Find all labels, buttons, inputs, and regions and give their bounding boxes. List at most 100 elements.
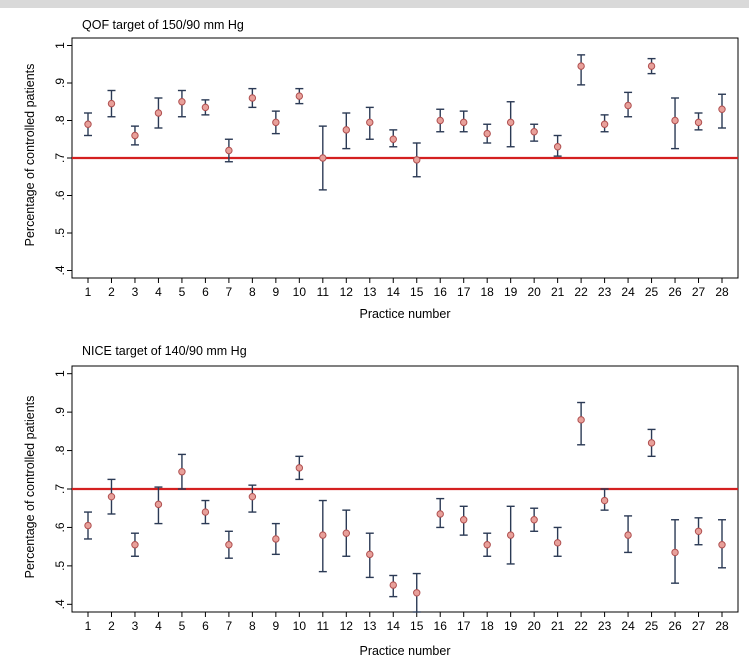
x-tick-label: 2 [108,285,115,299]
x-tick-label: 5 [179,285,186,299]
y-tick-label: .8 [53,445,67,455]
data-point [413,589,421,597]
data-point [483,541,491,549]
y-tick-label: .6 [53,190,67,200]
x-tick-label: 13 [363,285,377,299]
data-point [272,118,280,127]
x-tick-label: 22 [574,285,588,299]
data-point [694,118,703,127]
x-tick-label: 27 [692,619,706,633]
data-point [460,516,468,524]
data-point [624,101,632,110]
x-tick-label: 19 [504,285,518,299]
x-tick-label: 4 [155,619,162,633]
x-tick-label: 16 [434,619,448,633]
data-point [178,98,186,106]
data-point [624,531,632,539]
x-tick-label: 3 [132,285,139,299]
data-point [201,508,210,516]
x-tick-label: 4 [155,285,162,299]
data-point [84,521,92,530]
data-point [671,116,679,125]
panel-qof: QOF target of 150/90 mm Hg Percentage of… [23,18,739,321]
data-point [530,128,538,136]
data-point [248,94,257,102]
y-tick-label: 1 [53,370,67,377]
x-tick-label: 1 [85,619,92,633]
x-tick-label: 24 [621,285,635,299]
panel-title: NICE target of 140/90 mm Hg [82,344,247,358]
data-point [506,118,515,127]
x-tick-label: 14 [387,285,401,299]
data-point [225,146,233,155]
data-point [84,120,92,128]
x-tick-label: 20 [527,619,541,633]
data-point [272,535,280,543]
y-tick-label: .7 [53,484,67,494]
data-point [460,118,468,127]
data-point [483,129,491,138]
y-tick-label: .9 [53,78,67,88]
x-tick-label: 26 [668,285,682,299]
x-tick-label: 16 [434,285,448,299]
x-tick-label: 6 [202,285,209,299]
x-tick-label: 23 [598,285,612,299]
x-tick-label: 9 [273,619,280,633]
data-point [718,541,726,549]
data-point [718,105,726,113]
data-point [506,531,515,539]
data-point [647,62,656,70]
data-point [600,496,609,505]
x-tick-label: 17 [457,285,471,299]
data-point [413,156,421,164]
x-tick-label: 11 [317,285,330,299]
data-point [366,550,374,559]
x-tick-label: 25 [645,285,659,299]
x-tick-label: 26 [668,619,682,633]
y-tick-label: .5 [53,561,67,571]
data-point [342,529,350,537]
x-tick-label: 7 [226,285,233,299]
x-tick-label: 1 [85,285,92,299]
data-point [553,143,562,151]
x-tick-label: 24 [621,619,635,633]
data-point [154,109,163,117]
data-point [647,439,656,447]
y-tick-label: .6 [53,522,67,532]
panel-title: QOF target of 150/90 mm Hg [82,18,244,32]
y-axis-label: Percentage of controlled patients [23,396,37,579]
x-tick-label: 20 [527,285,541,299]
data-point [436,116,444,125]
x-tick-label: 15 [410,285,424,299]
x-tick-label: 12 [340,619,354,633]
data-point [553,539,562,547]
error-bar [577,54,586,86]
data-point [319,154,327,162]
y-tick-label: .5 [53,228,67,238]
data-point [131,131,139,140]
data-point [694,527,703,535]
x-tick-label: 11 [317,619,330,633]
top-border-band [0,0,749,8]
x-tick-label: 17 [457,619,471,633]
panel-nice: NICE target of 140/90 mm Hg Percentage o… [23,344,739,658]
x-tick-label: 28 [715,619,729,633]
data-point [577,62,585,70]
data-point [107,99,116,108]
data-point [107,492,116,501]
x-tick-label: 10 [293,285,307,299]
data-point [671,548,679,557]
data-point [436,510,444,518]
y-tick-label: .7 [53,153,67,163]
x-tick-label: 8 [249,619,256,633]
y-tick-label: .9 [53,407,67,417]
data-point [131,541,139,549]
error-bar [577,401,586,446]
y-tick-label: 1 [53,42,67,49]
x-axis-label: Practice number [359,644,450,658]
x-tick-label: 7 [226,619,233,633]
data-point [366,118,374,127]
data-point [342,126,350,134]
